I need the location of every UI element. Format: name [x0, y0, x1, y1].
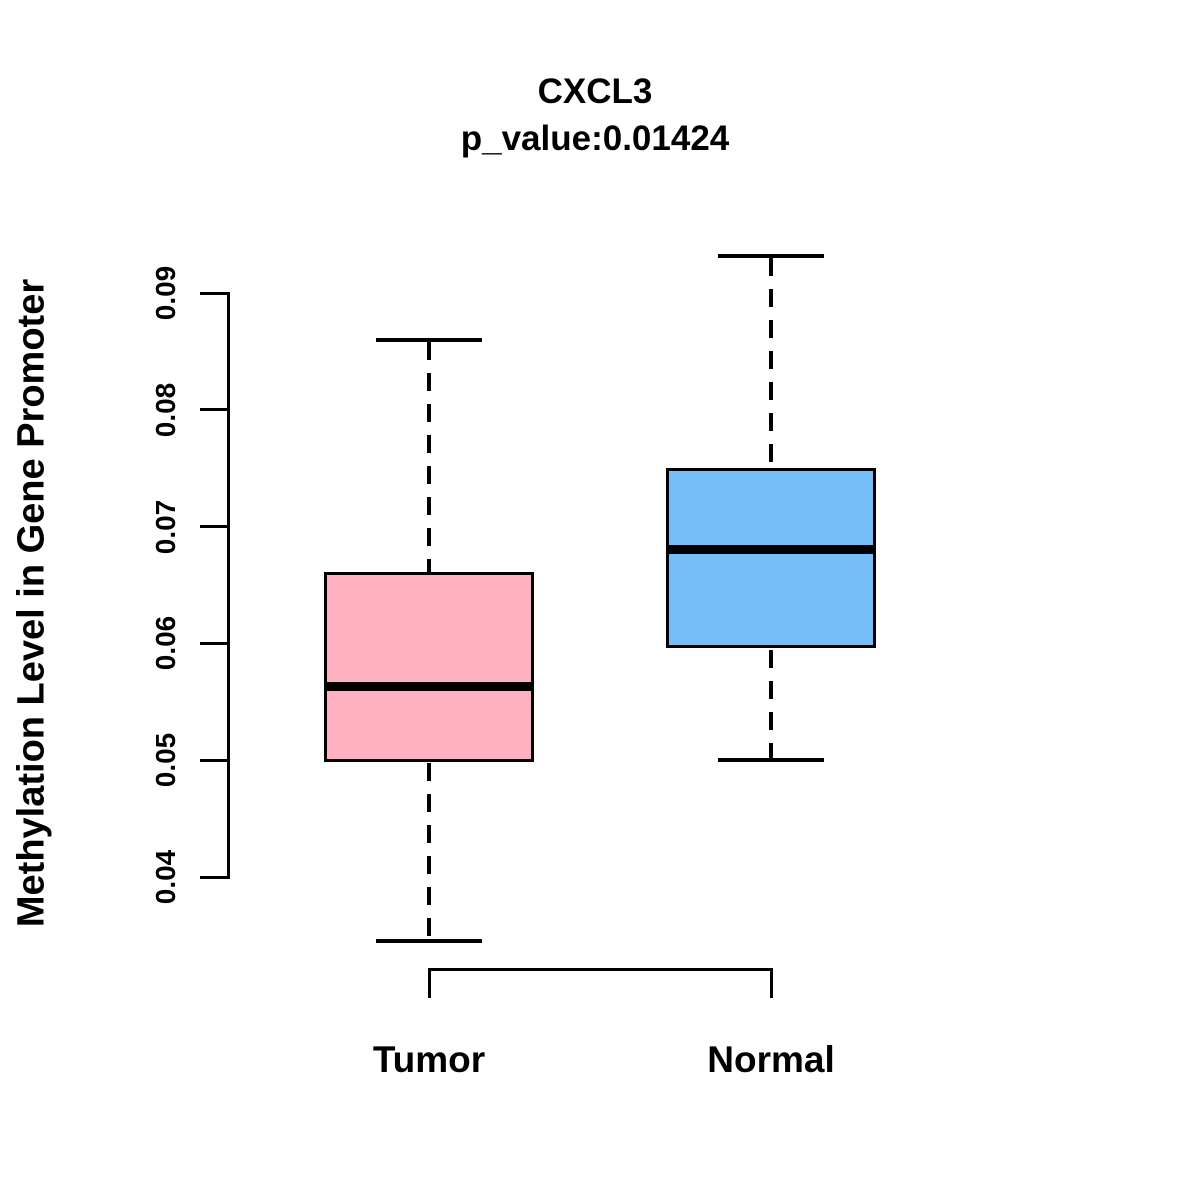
x-axis-line	[427, 967, 773, 971]
y-axis-title: Methylation Level in Gene Promoter	[10, 278, 53, 928]
y-axis-tick	[200, 291, 227, 295]
y-axis-tick	[200, 758, 227, 762]
normal-upper-whisker	[769, 257, 773, 469]
normal-lower-whisker	[769, 649, 773, 760]
y-axis-tick-label: 0.09	[150, 265, 181, 321]
y-axis-tick-label: 0.05	[150, 732, 181, 788]
normal-box	[666, 467, 876, 649]
tumor-box	[324, 571, 534, 762]
y-axis-tick-label: 0.08	[150, 382, 181, 438]
tumor-lower-whisker	[427, 763, 431, 941]
normal-lower-whisker-cap	[718, 758, 824, 763]
x-axis-tick	[769, 967, 773, 998]
y-axis-tick	[200, 525, 227, 529]
x-axis-label-tumor: Tumor	[372, 1039, 486, 1080]
normal-upper-whisker-cap	[718, 253, 824, 258]
tumor-upper-whisker	[427, 341, 431, 573]
y-axis-line	[227, 291, 230, 879]
x-axis-tick	[427, 967, 431, 998]
y-axis-tick	[200, 408, 227, 412]
tumor-lower-whisker-cap	[376, 939, 482, 944]
y-axis-tick-label: 0.06	[150, 616, 181, 671]
x-axis-label-normal: Normal	[707, 1039, 835, 1080]
chart-subtitle: p_value:0.01424	[460, 119, 730, 158]
y-axis-tick-label: 0.07	[150, 499, 181, 554]
tumor-median-line	[324, 682, 534, 692]
normal-median-line	[666, 545, 876, 555]
chart-title: CXCL3	[537, 72, 653, 111]
y-axis-tick-label: 0.04	[150, 849, 181, 905]
y-axis-tick	[200, 641, 227, 645]
y-axis-tick	[200, 875, 227, 879]
tumor-upper-whisker-cap	[376, 337, 482, 342]
